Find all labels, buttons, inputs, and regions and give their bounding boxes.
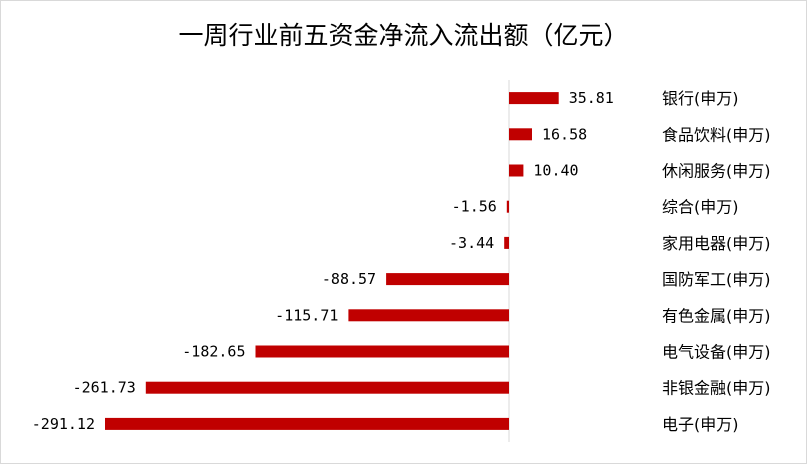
- category-label: 食品饮料(申万): [662, 125, 771, 144]
- bar: [145, 381, 510, 394]
- category-label: 电子(申万): [662, 415, 739, 434]
- value-label: -3.44: [449, 234, 494, 252]
- value-label: -88.57: [322, 270, 376, 288]
- value-label: -115.71: [275, 306, 338, 324]
- category-label: 电气设备(申万): [662, 343, 771, 362]
- bars-group: [105, 92, 559, 430]
- bar: [386, 273, 509, 286]
- category-label: 银行(申万): [662, 89, 739, 108]
- value-label: -182.65: [182, 343, 245, 361]
- bar: [504, 236, 509, 249]
- category-label: 休闲服务(申万): [662, 162, 771, 181]
- category-label: 有色金属(申万): [662, 306, 771, 325]
- category-label: 非银金融(申万): [662, 379, 771, 398]
- category-label: 国防军工(申万): [662, 270, 771, 289]
- value-label: 10.40: [533, 162, 578, 180]
- chart-title: 一周行业前五资金净流入流出额（亿元）: [178, 21, 629, 50]
- bar: [509, 164, 524, 177]
- category-label: 家用电器(申万): [662, 234, 771, 253]
- category-label: 综合(申万): [662, 198, 739, 217]
- value-label: -261.73: [73, 379, 136, 397]
- bar: [509, 128, 532, 141]
- bar: [105, 417, 509, 430]
- bar: [509, 92, 559, 105]
- value-label: -291.12: [32, 415, 95, 433]
- category-labels-group: 银行(申万) 食品饮料(申万) 休闲服务(申万) 综合(申万) 家用电器(申万) 国防军工…: [662, 89, 771, 434]
- value-label: 35.81: [569, 89, 614, 107]
- bar: [255, 345, 509, 358]
- value-labels-group: 35.81 16.58 10.40 -1.56 -3.44 -88.57 -115.71 -1…: [32, 89, 614, 433]
- bar: [506, 200, 509, 213]
- value-label: -1.56: [452, 198, 497, 216]
- bar: [348, 309, 509, 322]
- value-label: 16.58: [542, 125, 587, 143]
